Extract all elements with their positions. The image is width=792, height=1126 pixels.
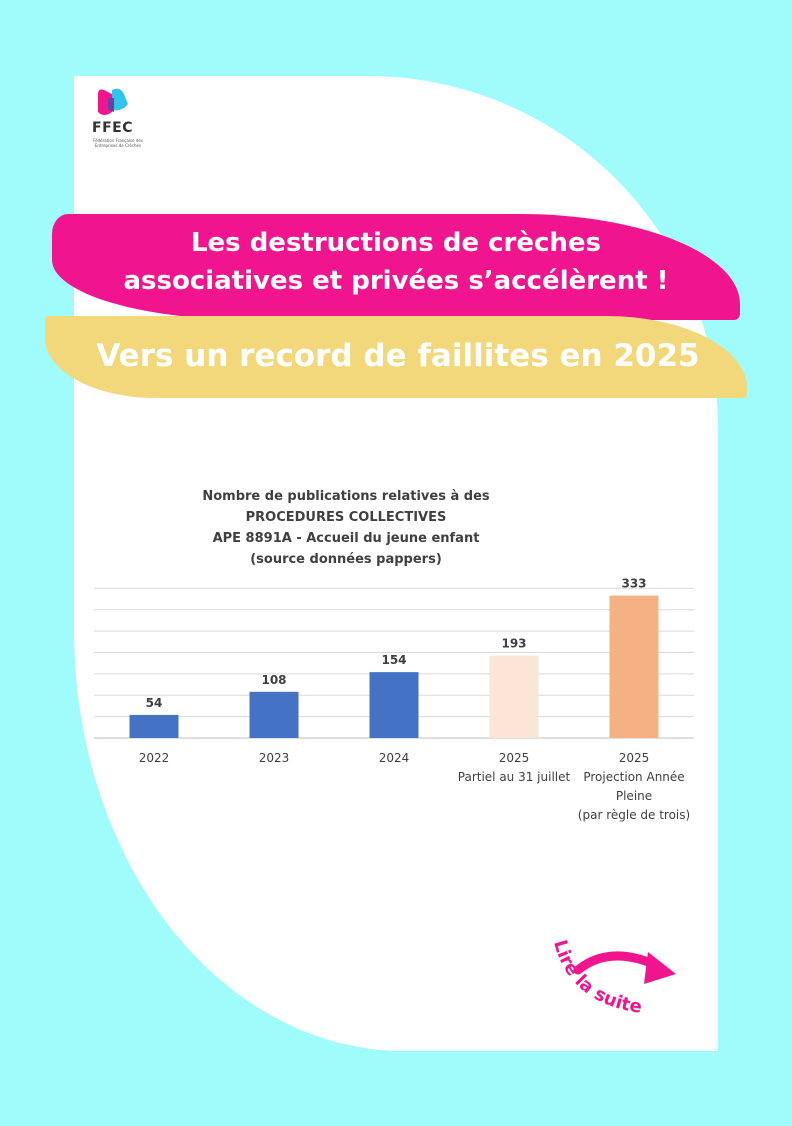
x-tick-label-4-1: 2025 <box>499 751 530 765</box>
headline-banner-yellow <box>45 316 747 398</box>
data-label-3: 154 <box>381 653 406 667</box>
x-tick-label-4-2: Partiel au 31 juillet <box>458 770 571 784</box>
read-more-link[interactable]: Lire la suite <box>540 930 690 1030</box>
bar-1 <box>129 714 179 738</box>
x-tick-label-5-1: 2025 <box>619 751 650 765</box>
read-more-text: Lire la suite <box>549 938 643 1018</box>
bar-3 <box>369 672 419 738</box>
x-tick-label-5-2: Projection Année <box>583 770 684 784</box>
arrow-head-icon <box>644 952 676 984</box>
x-tick-label-5-4: (par règle de trois) <box>578 808 690 822</box>
chart-x-tick-labels: 2022 2023 2024 2025 Partiel au 31 juillet 202… <box>139 751 690 822</box>
data-label-2: 108 <box>261 673 286 687</box>
bar-5 <box>609 595 659 738</box>
bar-4 <box>489 655 539 738</box>
x-tick-label-1-1: 2022 <box>139 751 170 765</box>
x-tick-label-5-3: Pleine <box>616 789 652 803</box>
chart-title-line-3: APE 8891A - Accueil du jeune enfant <box>213 531 480 546</box>
headline-subtitle: Vers un record de faillites en 2025 <box>96 338 700 374</box>
bar-2 <box>249 691 299 738</box>
data-label-4: 193 <box>501 636 526 650</box>
x-tick-label-3-1: 2024 <box>379 751 410 765</box>
headline: Les destructions de crèches associatives… <box>60 224 732 300</box>
headline-line-1: Les destructions de crèches <box>190 228 602 258</box>
headline-line-2: associatives et privées s’accélèrent ! <box>123 266 669 296</box>
logo-purple-shape <box>108 98 114 112</box>
ffec-logo-icon <box>98 88 128 115</box>
chart-title-line-4: (source données pappers) <box>250 552 442 567</box>
chart-title-line-2: PROCEDURES COLLECTIVES <box>246 510 447 525</box>
chart-bars <box>129 595 659 738</box>
logo-tagline: Fédération Française des Entreprises de … <box>93 138 143 148</box>
read-more-label[interactable]: Lire la suite <box>549 938 643 1018</box>
x-tick-label-2-1: 2023 <box>259 751 290 765</box>
curved-arrow-icon <box>573 951 663 975</box>
chart-title: Nombre de publications relatives à des PR… <box>202 489 490 567</box>
chart-data-labels: 54 108 154 193 333 <box>146 577 647 710</box>
headline-banner-pink <box>52 214 740 320</box>
logo-blue-shape <box>112 88 128 111</box>
chart-title-line-1: Nombre de publications relatives à des <box>202 489 490 504</box>
data-label-1: 54 <box>146 696 163 710</box>
logo-name: FFEC <box>92 120 133 136</box>
data-label-5: 333 <box>621 577 646 591</box>
